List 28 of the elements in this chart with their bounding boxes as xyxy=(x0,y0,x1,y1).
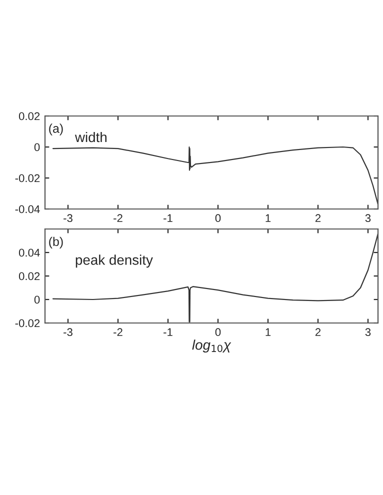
y-tick-label: -0.02 xyxy=(15,319,40,328)
y-tick-label: 0 xyxy=(34,143,40,152)
line-series xyxy=(52,146,378,205)
y-tick-label: 0.02 xyxy=(18,112,40,120)
x-tick-label: -3 xyxy=(64,214,72,222)
x-tick-label: 0 xyxy=(215,214,221,222)
x-tick-label: 3 xyxy=(365,214,371,222)
annotation: (a) xyxy=(49,124,63,136)
x-tick-label: 3 xyxy=(365,328,371,336)
x-tick-label: 1 xyxy=(266,328,271,336)
y-tick-label: 0.02 xyxy=(18,272,40,280)
x-tick-label: 2 xyxy=(315,328,321,336)
annotation: width xyxy=(74,132,106,142)
x-tick-label: 0 xyxy=(215,328,221,336)
x-tick-label: -3 xyxy=(64,328,72,336)
y-tick-label: 0 xyxy=(34,296,40,304)
y-tick-label: -0.02 xyxy=(15,174,40,182)
x-tick-label: -2 xyxy=(114,328,122,336)
x-tick-label: -1 xyxy=(164,328,172,336)
x-tick-label: -1 xyxy=(164,214,172,222)
x-tick-label: 1 xyxy=(266,214,271,222)
y-tick-label: -0.04 xyxy=(15,205,40,214)
x-tick-label: 2 xyxy=(315,214,321,222)
y-tick-label: 0.04 xyxy=(18,248,40,257)
annotation: (b) xyxy=(49,236,63,249)
x-tick-label: -2 xyxy=(114,214,122,222)
annotation: peak density xyxy=(76,254,153,268)
x-axis-title: log$_{10}$χ xyxy=(192,340,232,353)
